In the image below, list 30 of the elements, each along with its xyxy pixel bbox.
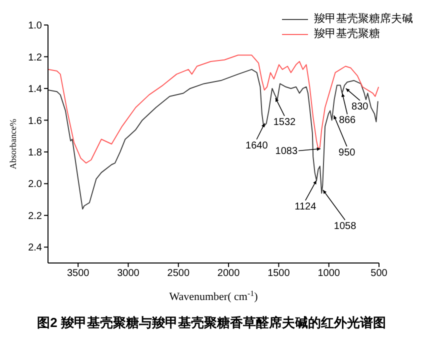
x-tick-label: 1500 bbox=[268, 268, 290, 280]
x-tick-label: 500 bbox=[370, 268, 388, 280]
legend-label: 羧甲基壳聚糖 bbox=[314, 27, 380, 42]
annotation: 830 bbox=[352, 101, 369, 112]
x-tick-label: 2000 bbox=[217, 268, 240, 280]
annotation: 1083 bbox=[275, 146, 298, 157]
x-tick-label: 1000 bbox=[318, 268, 340, 280]
y-tick-label: 1.0 bbox=[28, 20, 42, 32]
y-tick-label: 2.0 bbox=[28, 179, 42, 190]
legend-label: 羧甲基壳聚糖席夫碱 bbox=[314, 12, 413, 27]
x-tick-label: 3500 bbox=[66, 268, 90, 280]
y-tick-label: 2.2 bbox=[28, 210, 42, 222]
y-tick-label: 1.8 bbox=[28, 147, 42, 158]
y-tick-label: 1.4 bbox=[28, 84, 42, 96]
annotation: 1124 bbox=[294, 201, 317, 212]
line-series bbox=[48, 68, 378, 210]
annotation: 1532 bbox=[273, 116, 296, 128]
annotation: 950 bbox=[338, 147, 356, 158]
text: 图2 羧甲基壳聚糖与羧甲基壳聚糖香草醛席夫碱的红外光谱图 bbox=[36, 314, 387, 332]
x-tick-label: 2500 bbox=[167, 268, 190, 280]
x-tick-label: 3000 bbox=[117, 268, 140, 280]
annotation: 1058 bbox=[334, 221, 357, 232]
y-axis-title: Absorbance% bbox=[8, 118, 18, 170]
y-tick-label: 1.6 bbox=[28, 116, 42, 127]
y-tick-label: 1.2 bbox=[28, 52, 42, 64]
annotation: 866 bbox=[338, 115, 356, 126]
y-tick-label: 2.4 bbox=[28, 242, 42, 254]
line-series bbox=[48, 54, 379, 164]
annotation: 1640 bbox=[246, 140, 268, 152]
x-axis-title: Wavenumber( cm$^{-1}$) bbox=[169, 288, 258, 303]
